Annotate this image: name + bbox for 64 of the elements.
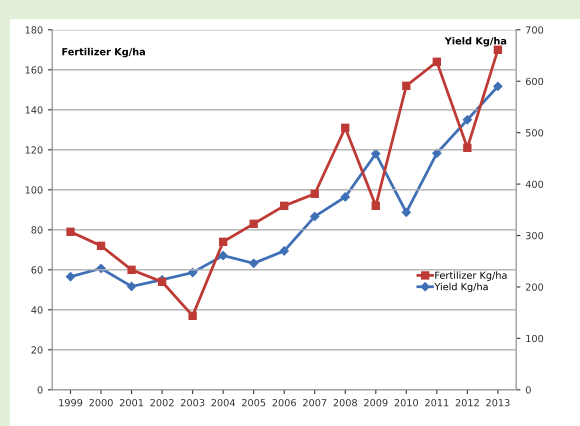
point xyxy=(493,82,503,92)
y-tick-label: 40 xyxy=(31,306,43,314)
x-tick-label: 2006 xyxy=(272,398,296,406)
y2-axis-title: Yield Kg/ha xyxy=(444,37,506,47)
point xyxy=(188,268,198,278)
point xyxy=(127,266,136,274)
point xyxy=(432,58,441,66)
y2-tick-label: 400 xyxy=(526,180,544,188)
point xyxy=(310,190,319,198)
point xyxy=(371,149,380,158)
point xyxy=(372,202,380,210)
point xyxy=(188,312,197,320)
x-tick-label: 2004 xyxy=(211,398,235,406)
point xyxy=(158,278,166,286)
y2-tick-label: 100 xyxy=(526,334,544,342)
point xyxy=(402,82,410,90)
x-tick-label: 2001 xyxy=(120,398,144,406)
x-tick-label: 2005 xyxy=(242,398,266,406)
point xyxy=(463,144,472,152)
point xyxy=(66,272,76,282)
x-tick-label: 2009 xyxy=(364,398,388,406)
point xyxy=(341,124,350,132)
x-tick-label: 2000 xyxy=(89,398,113,406)
point xyxy=(280,202,288,210)
point xyxy=(66,228,75,236)
y2-tick-label: 300 xyxy=(526,232,544,240)
y2-tick-label: 500 xyxy=(526,129,544,136)
y2-tick-label: 700 xyxy=(526,26,544,34)
legend-label: Fertilizer Kg/ha xyxy=(435,271,507,281)
y-tick-label: 120 xyxy=(26,146,43,154)
point xyxy=(249,258,258,268)
x-tick-label: 2010 xyxy=(394,398,418,406)
point xyxy=(280,246,289,256)
point xyxy=(310,212,320,222)
y2-tick-label: 0 xyxy=(526,386,531,394)
point xyxy=(218,250,228,260)
y-tick-label: 140 xyxy=(26,106,43,114)
y-tick-label: 0 xyxy=(38,386,43,394)
point xyxy=(432,148,442,158)
point xyxy=(402,208,411,217)
x-tick-label: 2011 xyxy=(425,398,448,406)
y-tick-label: 80 xyxy=(31,226,43,234)
x-tick-label: 2003 xyxy=(180,398,204,406)
point xyxy=(218,238,228,246)
x-tick-label: 2008 xyxy=(334,398,357,406)
point xyxy=(96,242,106,250)
point xyxy=(340,192,350,202)
point xyxy=(250,220,258,228)
x-tick-label: 1999 xyxy=(59,398,82,406)
point xyxy=(126,282,136,292)
x-tick-label: 2007 xyxy=(303,398,326,406)
y-tick-label: 60 xyxy=(31,266,43,274)
legend-label: Yield Kg/ha xyxy=(434,282,488,292)
y-tick-label: 180 xyxy=(26,26,43,34)
x-tick-label: 2002 xyxy=(150,398,174,406)
y-tick-label: 160 xyxy=(26,66,43,74)
y-axis-title: Fertilizer Kg/ha xyxy=(62,48,145,58)
y2-tick-label: 200 xyxy=(526,283,544,291)
point xyxy=(462,115,472,124)
y-tick-label: 20 xyxy=(32,346,43,354)
x-tick-label: 2013 xyxy=(486,398,510,406)
x-tick-label: 2012 xyxy=(456,398,479,406)
y2-tick-label: 600 xyxy=(526,78,544,86)
y-tick-label: 100 xyxy=(26,186,43,194)
